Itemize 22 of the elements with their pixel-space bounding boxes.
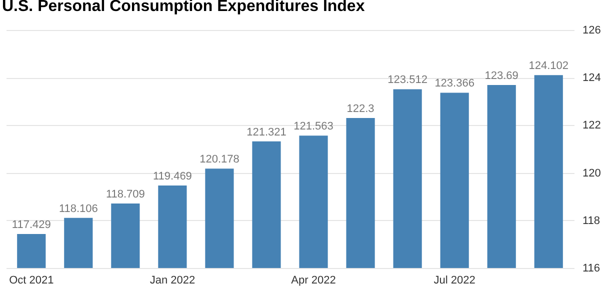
data-label: 121.563 (294, 120, 334, 133)
y-tick-label: 118 (582, 214, 600, 227)
y-tick-label: 124 (582, 72, 601, 84)
data-label: 122.3 (346, 103, 374, 116)
data-label: 124.102 (528, 60, 568, 72)
y-tick-label: 126 (582, 24, 601, 36)
y-tick-label: 122 (582, 120, 601, 132)
data-label: 120.178 (200, 154, 240, 166)
y-tick-label: 120 (582, 167, 601, 180)
data-label: 118.106 (58, 202, 98, 215)
data-label: 118.709 (106, 188, 145, 201)
x-tick-label: Oct 2021 (9, 274, 54, 286)
data-label: 123.366 (434, 78, 474, 90)
x-tick-label: Jul 2022 (434, 274, 476, 286)
y-tick-label: 116 (582, 262, 600, 274)
data-label: 123.69 (484, 70, 518, 82)
data-label: 117.429 (12, 218, 51, 231)
data-label: 119.469 (152, 170, 192, 182)
x-tick-label: Jan 2022 (150, 274, 196, 286)
data-label: 121.321 (246, 126, 286, 138)
data-label: 123.512 (388, 74, 428, 86)
x-tick-label: Apr 2022 (291, 274, 336, 286)
